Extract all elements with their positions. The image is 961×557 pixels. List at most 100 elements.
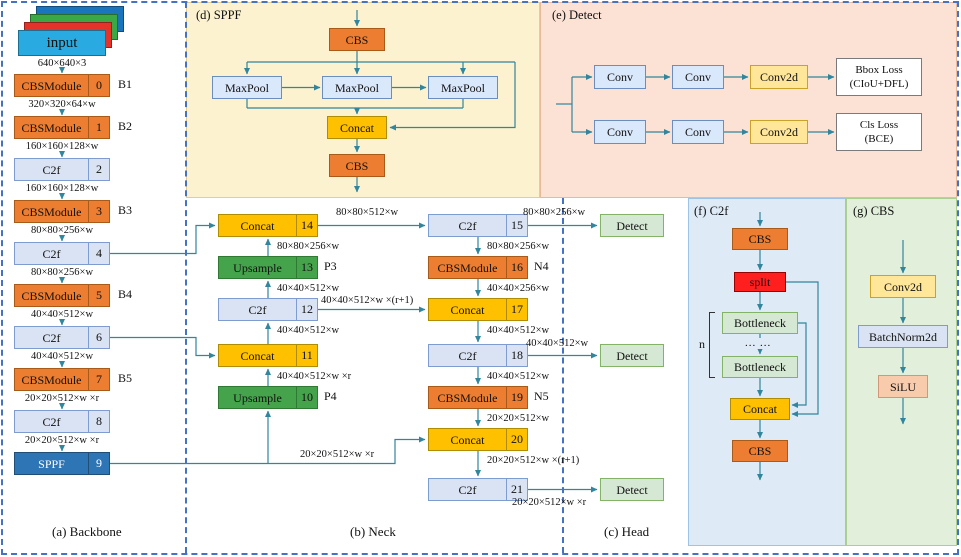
neck-concat-11: Concat 11: [218, 344, 318, 367]
cls-loss-line1: Cls Loss: [859, 118, 899, 131]
neck-upsample-10: Upsample 10: [218, 386, 318, 409]
sppf-cbs-top: CBS: [329, 28, 385, 51]
c2f-cbs-top: CBS: [732, 228, 788, 250]
node-label: Conv: [606, 70, 633, 84]
node-label: BatchNorm2d: [869, 329, 937, 344]
backbone-neck-divider: [185, 2, 187, 553]
node-label: Conv2d: [759, 125, 798, 139]
edge-label-c2f15-detect: 80×80×256×w: [523, 207, 586, 218]
dim-label: 20×20×512×w ×r: [24, 393, 100, 404]
node-label: Conv2d: [883, 279, 922, 294]
node-label: Concat: [450, 302, 485, 317]
dim-label: 80×80×256×w: [487, 241, 550, 252]
input-image: input: [18, 30, 106, 56]
node-label: SiLU: [889, 379, 916, 394]
cbs-batchnorm2d: BatchNorm2d: [858, 325, 948, 348]
node-label: MaxPool: [224, 80, 269, 95]
backbone-cbsmodule-5: CBSModule 5: [14, 284, 110, 307]
node-label: Conv: [684, 70, 711, 84]
dim-label: 320×320×64×w: [28, 99, 96, 110]
edge-label-sppf-concat20: 20×20×512×w ×r: [300, 449, 375, 460]
detect-row1-conv2d: Conv2d: [750, 65, 808, 89]
cls-loss-line2: (BCE): [864, 133, 894, 145]
backbone-cbsmodule-0: CBSModule 0: [14, 74, 110, 97]
node-index: 8: [88, 411, 109, 432]
head-detect-1: Detect: [600, 214, 664, 237]
neck-concat-14: Concat 14: [218, 214, 318, 237]
head-detect-3: Detect: [600, 478, 664, 501]
c2f-title: (f) C2f: [694, 204, 729, 218]
dim-label: 40×40×512×w: [487, 325, 550, 336]
detect-row2-conv-2: Conv: [672, 120, 724, 144]
branch-tag-p4: P4: [324, 389, 337, 403]
edge-label-concat14-c2f15: 80×80×512×w: [336, 207, 399, 218]
node-label: Concat: [240, 348, 275, 363]
node-label: Conv: [606, 125, 633, 139]
node-label: C2f: [458, 482, 477, 497]
node-label: Concat: [450, 432, 485, 447]
backbone-c2f-8: C2f 8: [14, 410, 110, 433]
input-label: input: [46, 34, 78, 51]
bbox-loss-box: Bbox Loss (CIoU+DFL): [836, 58, 922, 96]
edge-label-c2f21-detect: 20×20×512×w ×r: [512, 497, 587, 508]
bbox-loss-line1: Bbox Loss: [855, 63, 903, 76]
node-label: C2f: [248, 302, 267, 317]
dim-label: 20×20×512×w: [487, 413, 550, 424]
dim-label: 20×20×512×w ×(r+1): [487, 455, 580, 466]
node-index: 21: [506, 479, 527, 500]
node-label: Upsample: [233, 260, 282, 275]
sppf-cbs-bottom: CBS: [329, 154, 385, 177]
node-label: Concat: [240, 218, 275, 233]
dim-label: 40×40×512×w: [277, 283, 340, 294]
node-index: 6: [88, 327, 109, 348]
node-label: split: [749, 275, 771, 289]
c2f-concat: Concat: [730, 398, 790, 420]
node-index: 0: [88, 75, 109, 96]
branch-tag-p3: P3: [324, 259, 337, 273]
node-index: 9: [88, 453, 109, 474]
node-label: Concat: [340, 120, 374, 135]
node-label: Bottleneck: [734, 360, 786, 374]
node-index: 20: [506, 429, 527, 450]
backbone-caption: (a) Backbone: [52, 524, 122, 539]
sppf-maxpool-2: MaxPool: [322, 76, 392, 99]
node-label: C2f: [42, 162, 61, 177]
node-label: CBSModule: [437, 260, 498, 275]
backbone-cbsmodule-1: CBSModule 1: [14, 116, 110, 139]
node-label: CBSModule: [21, 372, 82, 387]
bbox-loss-line2: (CIoU+DFL): [849, 78, 909, 90]
node-label: Upsample: [233, 390, 282, 405]
c2f-cbs-bottom: CBS: [732, 440, 788, 462]
node-index: 3: [88, 201, 109, 222]
detect-row2-conv-1: Conv: [594, 120, 646, 144]
detect-title: (e) Detect: [552, 8, 602, 22]
cls-loss-box: Cls Loss (BCE): [836, 113, 922, 151]
dim-label: 160×160×128×w: [25, 183, 99, 194]
node-index: 14: [296, 215, 317, 236]
node-label: Detect: [616, 218, 648, 233]
cbs-silu: SiLU: [878, 375, 928, 398]
node-label: Detect: [616, 348, 648, 363]
detect-row1-conv-2: Conv: [672, 65, 724, 89]
dim-label: 40×40×512×w: [487, 371, 550, 382]
node-label: C2f: [458, 348, 477, 363]
cbs-conv2d: Conv2d: [870, 275, 936, 298]
node-label: CBS: [345, 158, 369, 173]
node-label: CBS: [748, 444, 772, 458]
sppf-maxpool-3: MaxPool: [428, 76, 498, 99]
node-label: CBS: [345, 32, 369, 47]
neck-cbsmodule-16: CBSModule 16: [428, 256, 528, 279]
node-label: SPPF: [38, 456, 65, 471]
c2f-repeat-brace: [709, 312, 715, 378]
c2f-bottleneck-2: Bottleneck: [722, 356, 798, 378]
c2f-ellipsis: ... ...: [742, 338, 775, 349]
node-label: CBSModule: [21, 120, 82, 135]
dim-label: 80×80×256×w: [30, 225, 94, 236]
dim-label: 40×40×512×w: [30, 351, 94, 362]
node-label: C2f: [42, 246, 61, 261]
dim-label: 40×40×512×w: [277, 325, 340, 336]
backbone-c2f-4: C2f 4: [14, 242, 110, 265]
node-label: C2f: [42, 330, 61, 345]
node-label: Concat: [743, 402, 777, 416]
